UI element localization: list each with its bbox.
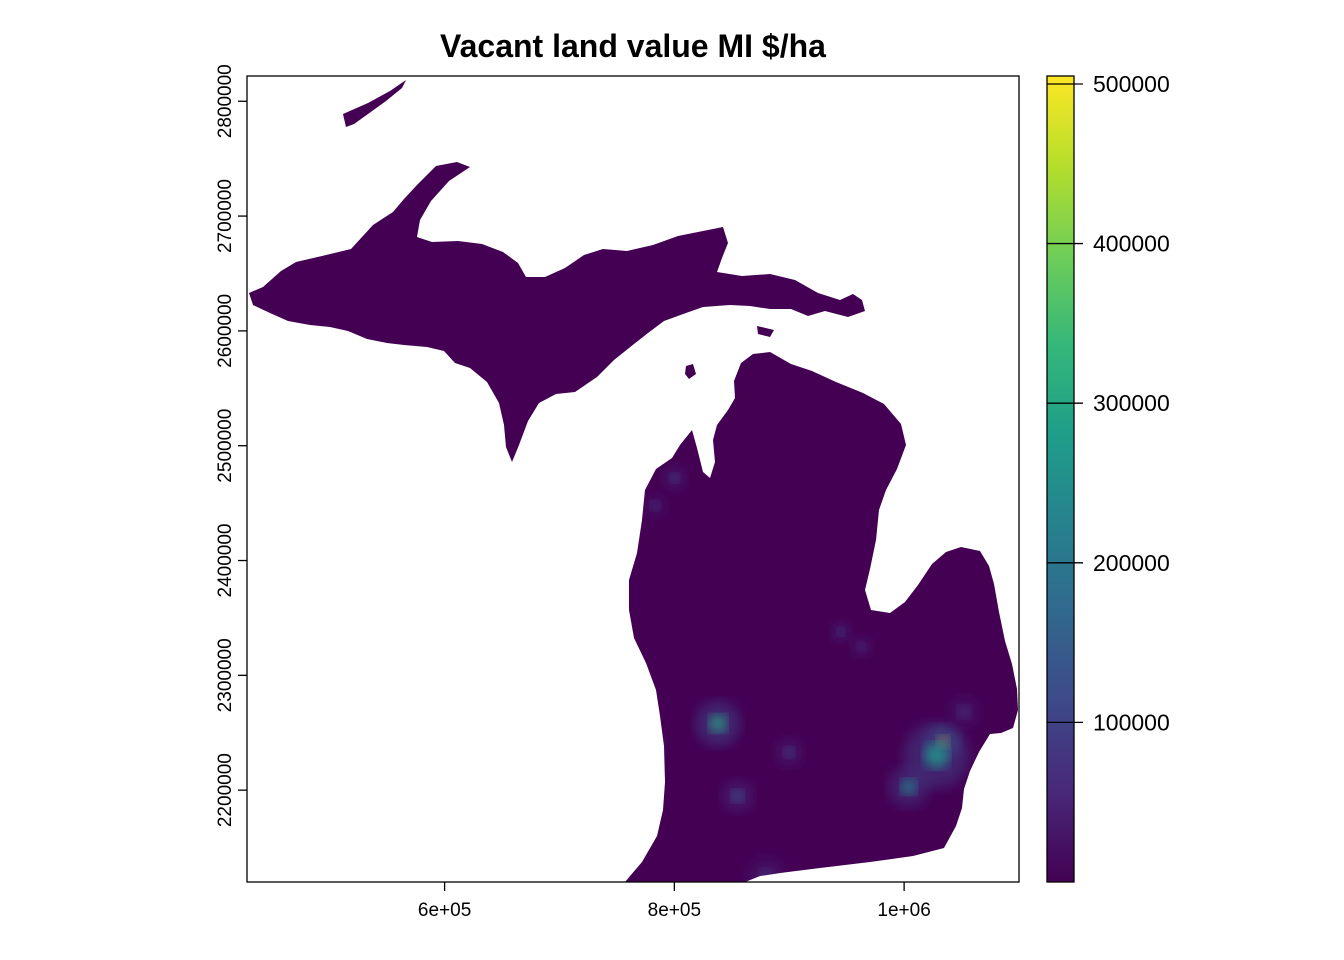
hotspot-core	[783, 746, 795, 758]
lower-peninsula-region	[625, 352, 1018, 882]
hotspot-core	[857, 642, 866, 651]
legend-ticks: 100000 200000 300000 400000 500000	[1047, 71, 1170, 735]
upper-peninsula-region	[249, 162, 865, 462]
hotspot-core	[836, 627, 845, 636]
hotspot-core	[900, 778, 917, 795]
x-tick-label: 6e+05	[418, 900, 471, 921]
x-tick-label: 8e+05	[648, 900, 701, 921]
beaver-island-region	[685, 364, 696, 379]
map-panel	[249, 80, 1018, 882]
hotspot-core	[646, 739, 657, 750]
hotspot-halo	[638, 731, 664, 757]
y-tick-label: 2200000	[215, 753, 236, 827]
value-hotspots	[638, 465, 981, 882]
y-axis: 2200000 2300000 2400000 2500000 2600000 27000…	[215, 64, 247, 827]
y-tick-label: 2300000	[215, 638, 236, 712]
hotspot-halo	[745, 855, 787, 882]
y-tick-label: 2500000	[215, 409, 236, 483]
hotspot-core	[669, 473, 680, 483]
map-title: Vacant land value MI $/ha	[440, 28, 826, 64]
hotspot-core	[709, 714, 727, 733]
hotspot-core	[731, 789, 744, 803]
x-tick-label: 1e+06	[877, 900, 930, 921]
y-tick-label: 2600000	[215, 294, 236, 368]
hotspot-core	[957, 705, 971, 719]
y-tick-label: 2700000	[215, 179, 236, 253]
color-legend: 100000 200000 300000 400000 500000	[1046, 71, 1170, 883]
hotspot-core	[650, 500, 660, 511]
legend-colorbar	[1047, 76, 1074, 882]
legend-tick-label: 300000	[1093, 390, 1170, 416]
hotspot-core	[923, 742, 950, 769]
legend-tick-label: 200000	[1093, 550, 1170, 576]
legend-tick-label: 400000	[1093, 231, 1170, 257]
bois-blanc-island-region	[757, 326, 774, 337]
isle-royale-region	[343, 80, 406, 127]
x-axis: 6e+05 8e+05 1e+06	[418, 882, 931, 921]
y-tick-label: 2400000	[215, 524, 236, 598]
drummond-island-region	[828, 302, 852, 312]
legend-tick-label: 500000	[1093, 71, 1170, 97]
y-tick-label: 2800000	[215, 64, 236, 138]
legend-tick-label: 100000	[1093, 709, 1170, 735]
legend-frame	[1046, 75, 1075, 883]
map-frame	[246, 75, 1020, 883]
